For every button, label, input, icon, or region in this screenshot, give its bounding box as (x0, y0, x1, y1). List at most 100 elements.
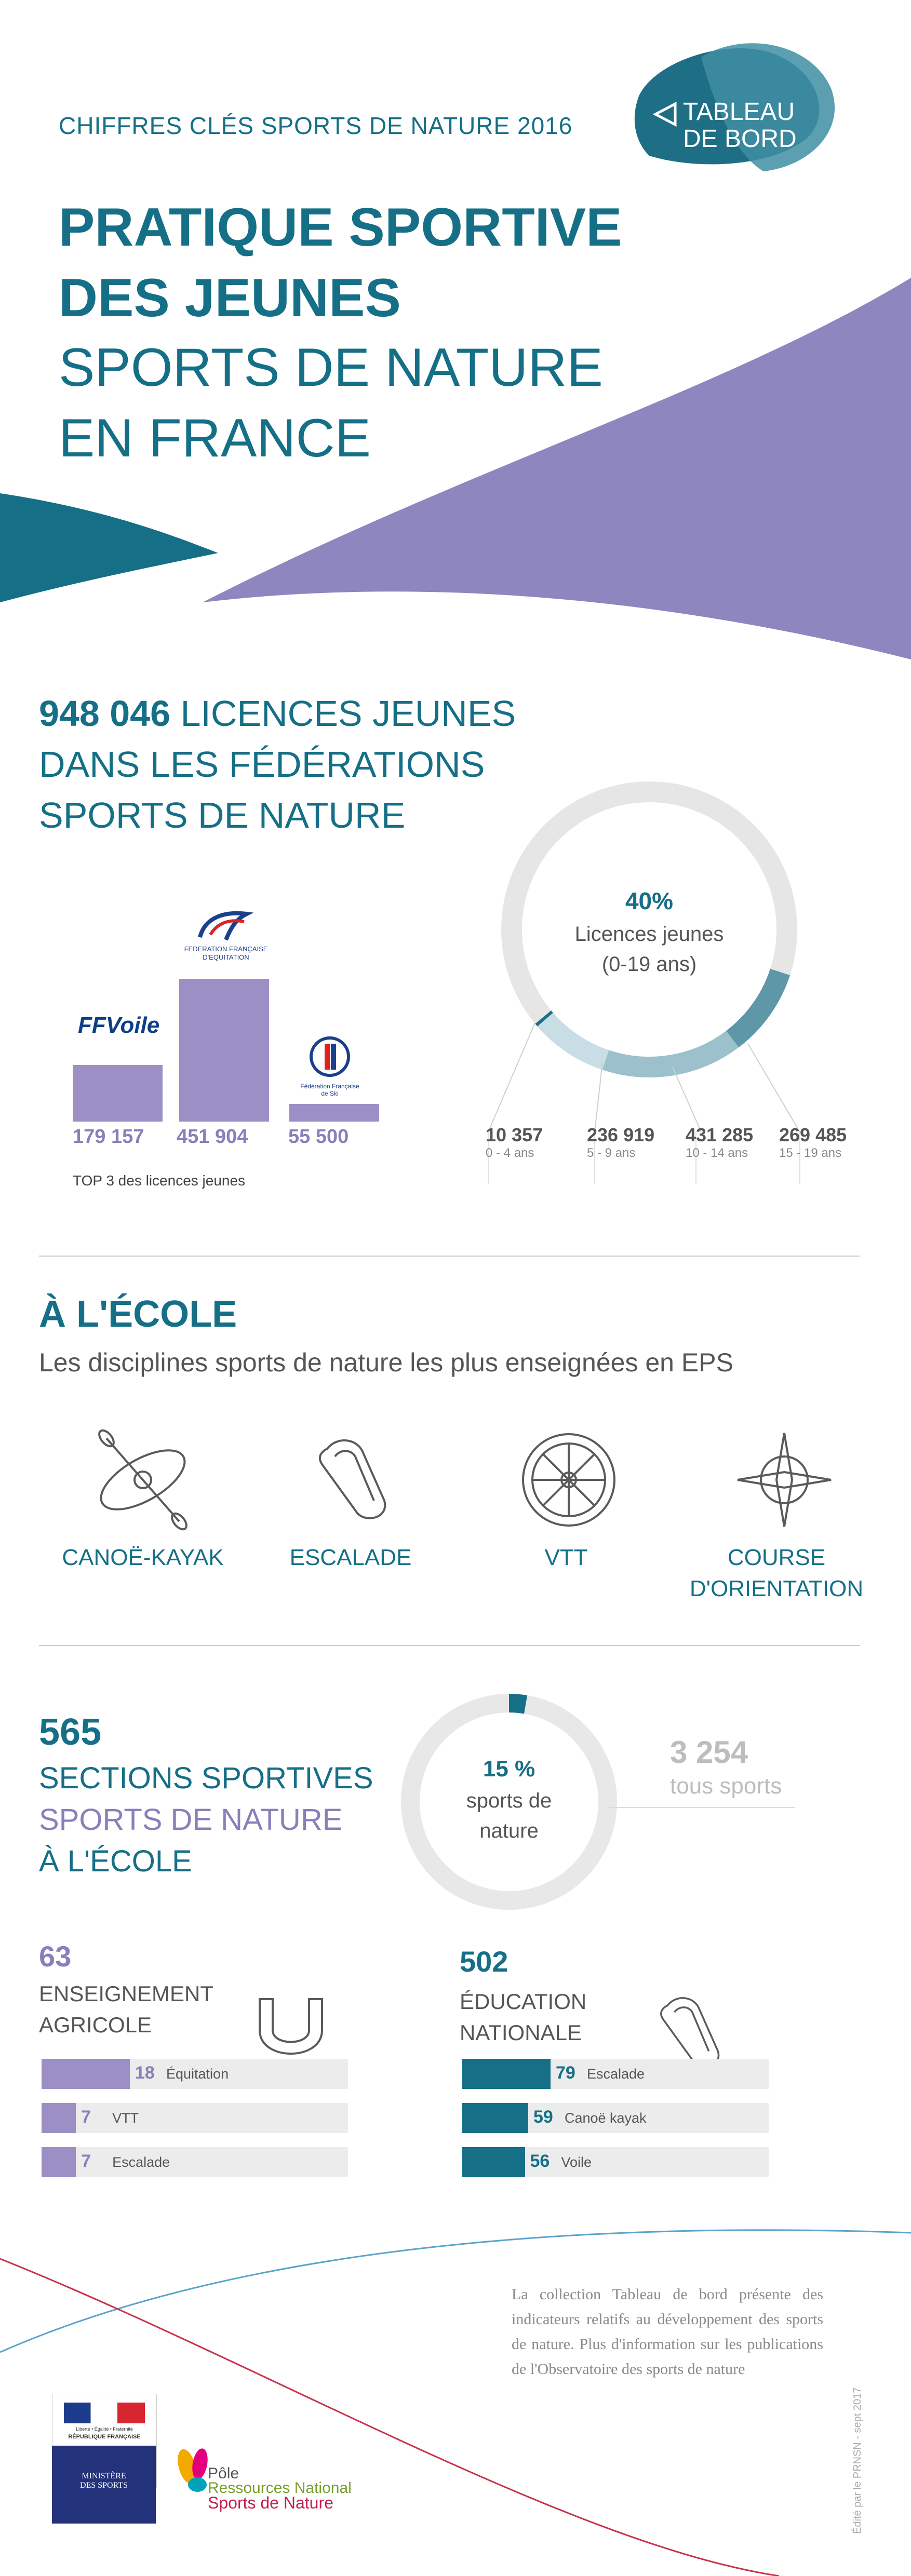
age-label: 5 - 9 ans (587, 1146, 636, 1160)
row-label: VTT (112, 2110, 139, 2126)
all-sports-value: 3 254 (670, 1735, 748, 1770)
header-decoration (0, 43, 911, 659)
discipline-canoe-kayak: CANOË-KAYAK (39, 1542, 247, 1573)
donut-segment (535, 1010, 553, 1027)
agricole-line1: ENSEIGNEMENT (39, 1981, 214, 2006)
row-track (42, 2103, 348, 2133)
discipline-escalade: ESCALADE (247, 1542, 454, 1573)
age-value: 431 285 (686, 1124, 754, 1145)
pole-ressources-logo (178, 2448, 208, 2492)
row-label: Voile (561, 2154, 592, 2170)
licences-total: 948 046 (39, 693, 171, 734)
discipline-label: COURSE (727, 1545, 826, 1570)
licences-donut-sub1: Licences jeunes (574, 923, 724, 946)
footer-lines (0, 2229, 911, 2576)
age-label: 10 - 14 ans (686, 1146, 748, 1160)
pole-ressources-text: Pôle Ressources National Sports de Natur… (208, 2465, 352, 2512)
badge-line2: DE BORD (683, 125, 797, 153)
compass-rose-icon (737, 1433, 832, 1527)
sections-line2: SPORTS DE NATURE (39, 1803, 343, 1837)
pole-line1: Pôle (208, 2465, 239, 2482)
ministere-line2: DES SPORTS (80, 2481, 128, 2490)
sections-donut (401, 1694, 617, 1910)
sections-line3: À L'ÉCOLE (39, 1844, 192, 1878)
donut-segment (508, 1694, 528, 1714)
donut-leader-line (488, 1022, 535, 1132)
badge-line1: TABLEAU (683, 98, 795, 126)
age-value: 10 357 (486, 1124, 543, 1145)
ff-voile-logo-text: FFVoile (78, 1013, 160, 1038)
age-group-1: 10 357 0 - 4 ans (486, 1124, 543, 1161)
title-line1: PRATIQUE SPORTIVE (59, 197, 622, 258)
donut-leader-line (747, 1043, 800, 1132)
age-value: 269 485 (779, 1124, 847, 1145)
licences-title-line1: LICENCES JEUNES (170, 693, 516, 734)
donut-segment (602, 1030, 739, 1077)
ministere-box: MINISTÈRE DES SPORTS (52, 2446, 156, 2524)
sections-donut-line1: sports de (466, 1789, 552, 1812)
row-label: Canoë kayak (564, 2110, 647, 2126)
row-label: Escalade (112, 2154, 170, 2170)
discipline-label: CANOË-KAYAK (62, 1545, 224, 1570)
row-track (42, 2147, 348, 2177)
canoe-kayak-icon (98, 1429, 187, 1531)
ffe-equitation-logo: FEDERATION FRANÇAISE D'EQUITATION (182, 906, 270, 962)
row-value: 56 (530, 2151, 550, 2171)
discipline-label: ESCALADE (289, 1545, 412, 1570)
donut-leader-line (672, 1067, 702, 1132)
nationale-count: 502 (460, 1945, 508, 1978)
all-sports-leader (608, 1807, 795, 1808)
divider-2 (39, 1645, 860, 1646)
title-line2: DES JEUNES (59, 268, 401, 328)
badge-light (701, 43, 835, 171)
all-sports-label: tous sports (670, 1773, 782, 1799)
age-label: 15 - 19 ans (779, 1146, 842, 1160)
sections-percent: 15 % (483, 1756, 535, 1782)
horseshoe-icon (259, 1998, 323, 2055)
fed-value-2: 451 904 (177, 1126, 248, 1148)
licences-donut-sub2: (0-19 ans) (601, 953, 697, 976)
ski-emblem-icon (310, 1036, 350, 1077)
age-group-3: 431 285 10 - 14 ans (686, 1124, 753, 1161)
nationale-title: ÉDUCATION NATIONALE (460, 1986, 586, 2048)
sections-donut-center: 15 % sports de nature (431, 1752, 587, 1846)
divider-1 (39, 1256, 860, 1257)
licences-title: 948 046 LICENCES JEUNES DANS LES FÉDÉRAT… (39, 688, 516, 841)
agricole-title: ENSEIGNEMENT AGRICOLE (39, 1978, 213, 2041)
teal-swoosh (0, 493, 218, 602)
top3-caption: TOP 3 des licences jeunes (73, 1172, 246, 1189)
federation-bar (179, 979, 269, 1122)
discipline-vtt: VTT (462, 1542, 670, 1573)
purple-swoosh (203, 278, 911, 659)
row-label: Équitation (166, 2066, 229, 2082)
discipline-course-orientation: COURSE D'ORIENTATION (673, 1542, 880, 1604)
ecole-title: À L'ÉCOLE (39, 1293, 237, 1335)
licences-donut (488, 781, 800, 1184)
horse-head-icon (198, 911, 254, 941)
row-value: 7 (81, 2107, 91, 2127)
licences-donut-center: 40% Licences jeunes (0-19 ans) (545, 883, 753, 979)
age-breakdown: 10 357 0 - 4 ans 236 919 5 - 9 ans 431 2… (486, 1124, 870, 1181)
nationale-line1: ÉDUCATION (460, 1989, 587, 2014)
header-kicker: CHIFFRES CLÉS SPORTS DE NATURE 2016 (59, 112, 573, 139)
ecole-subtitle: Les disciplines sports de nature les plu… (39, 1348, 733, 1377)
footer-credit: Édité par le PRNSN - sept 2017 (852, 2387, 863, 2534)
age-label: 0 - 4 ans (486, 1146, 534, 1160)
page-subtitle: SPORTS DE NATURE EN FRANCE (59, 332, 603, 474)
ffs-logo-text: Fédération Française de Ski (300, 1083, 359, 1097)
row-bar (42, 2103, 76, 2133)
pole-line2: Ressources National (208, 2479, 352, 2497)
footer-note: La collection Tableau de bord présente d… (512, 2286, 823, 2378)
row-value: 18 (135, 2063, 155, 2083)
badge-text: TABLEAU DE BORD (683, 99, 797, 153)
row-bar (462, 2103, 528, 2133)
row-bar (462, 2059, 551, 2089)
donut-leader-line (594, 1061, 603, 1132)
licences-title-line2: DANS LES FÉDÉRATIONS (39, 744, 485, 785)
age-group-4: 269 485 15 - 19 ans (779, 1124, 847, 1161)
title-line3: SPORTS DE NATURE (59, 338, 603, 398)
play-icon (652, 101, 677, 127)
title-line4: EN FRANCE (59, 408, 371, 468)
pole-line3: Sports de Nature (208, 2493, 333, 2512)
discipline-label: VTT (544, 1545, 588, 1570)
